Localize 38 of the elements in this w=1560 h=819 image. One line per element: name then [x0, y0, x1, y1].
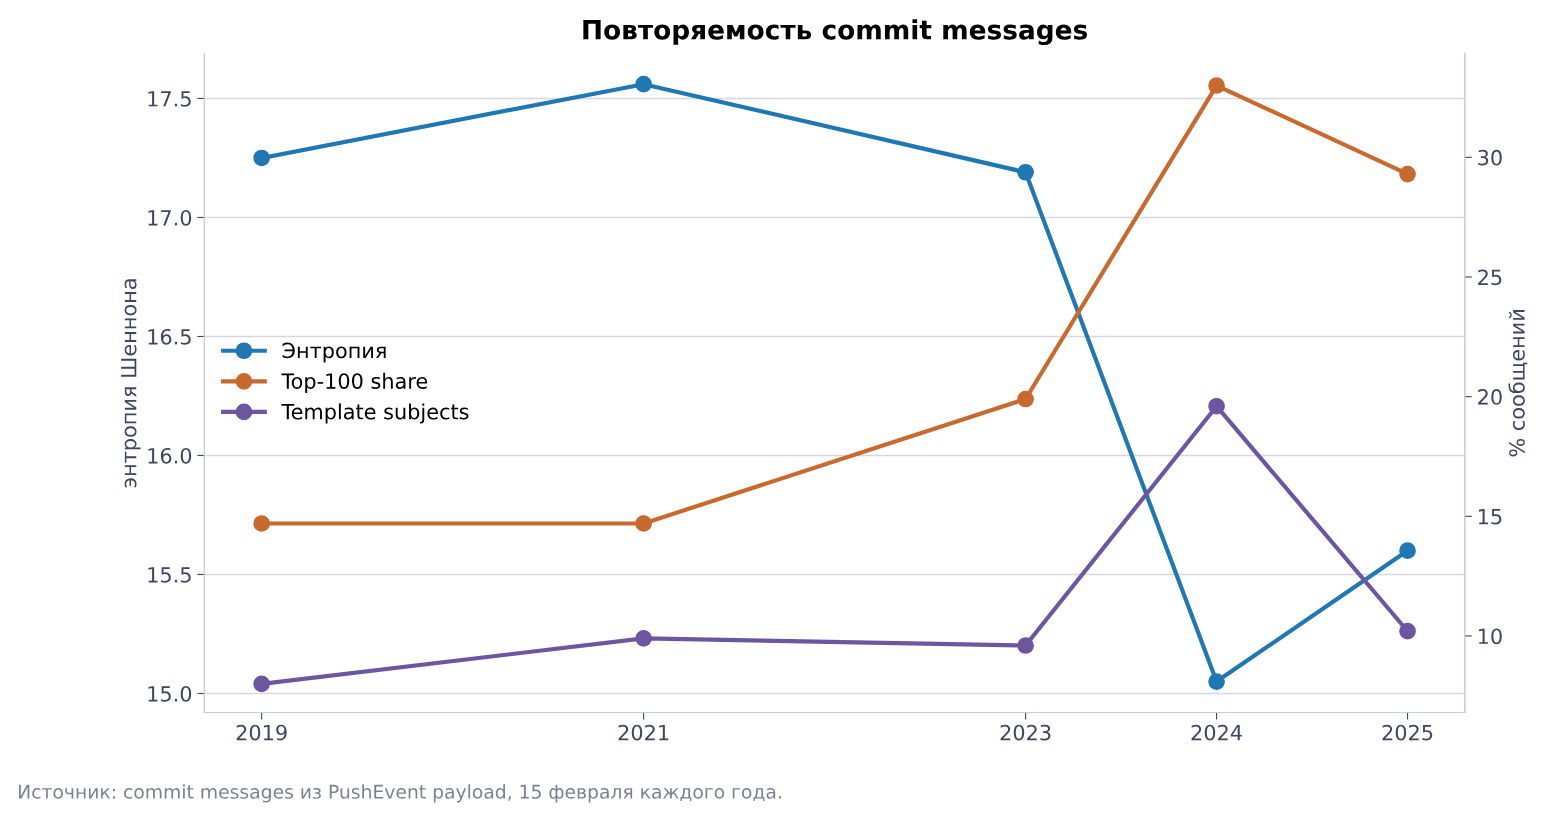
- point: [1399, 542, 1416, 560]
- text: Источник: commit messages из PushEvent payload, 15 февраля каждого года.: [19, 784, 781, 803]
- x-tick-label: 2023: [1000, 724, 1051, 741]
- x-tick-label: 2025: [1382, 724, 1433, 741]
- chart-title: Повторяемость commit messages: [583, 19, 1087, 46]
- legend-label: Энтропия: [282, 342, 386, 363]
- y2-tick-label: 20: [1478, 389, 1502, 405]
- y-tick-label: 17.5: [148, 91, 191, 107]
- point: [1399, 165, 1416, 183]
- y2-tick-label: 25: [1478, 269, 1502, 286]
- point: [253, 515, 270, 532]
- x-tick-label: 2019: [236, 724, 287, 741]
- y-axis-title: энтропия Шеннона: [121, 279, 141, 488]
- point: [635, 515, 652, 532]
- y2-tick-label: 30: [1478, 149, 1502, 166]
- y-tick-label: 15.5: [148, 567, 191, 583]
- point: [253, 149, 270, 167]
- point: [1208, 673, 1225, 690]
- y-tick-label: 16.5: [148, 328, 191, 345]
- x-tick-label: 2021: [618, 724, 669, 741]
- point: [1017, 390, 1034, 408]
- point: [253, 675, 270, 693]
- point: [635, 630, 652, 647]
- y-tick-label: 16.0: [148, 447, 192, 464]
- y2-axis-title: % сообщений: [1508, 310, 1528, 457]
- point: [1017, 637, 1034, 654]
- x-tick-label: 2024: [1191, 724, 1242, 741]
- point: [635, 75, 652, 93]
- point: [1399, 622, 1416, 640]
- y2-tick-label: 15: [1478, 509, 1502, 525]
- point: [1017, 163, 1034, 181]
- legend-label: Template subjects: [281, 403, 469, 424]
- y-tick-label: 17.0: [148, 209, 192, 226]
- y2-tick-label: 10: [1478, 628, 1502, 645]
- point: [1208, 397, 1225, 415]
- legend-label: Top-100 share: [281, 372, 428, 393]
- point: [1208, 77, 1225, 94]
- y-tick-label: 15.0: [148, 685, 192, 702]
